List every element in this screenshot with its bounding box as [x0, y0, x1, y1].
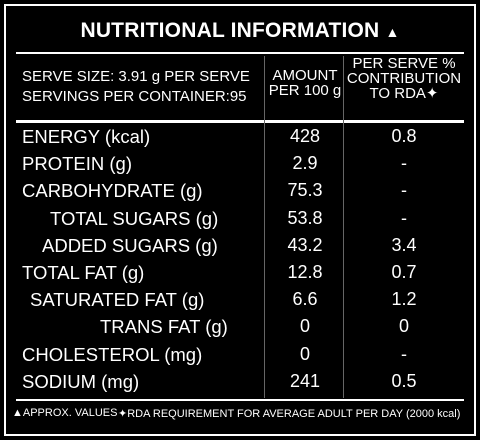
amount-per-100g: 241 [289, 370, 321, 391]
nutrient-name: CARBOHYDRATE (g) [22, 180, 203, 202]
amount-per-100g: 428 [289, 126, 321, 146]
amount-per-100g: 53.8 [287, 207, 323, 228]
column-header: AMOUNT [272, 67, 338, 84]
rule [16, 399, 464, 401]
amount-per-100g: 2.9 [292, 153, 318, 174]
amount-per-100g: 43.2 [287, 234, 323, 255]
amount-per-100g: 12.8 [287, 262, 323, 282]
serve-info: SERVE SIZE: 3.91 g PER SERVE [22, 68, 250, 85]
rule [16, 52, 464, 54]
column-header: TO RDA✦ [369, 85, 439, 102]
rda-contribution: 0.7 [391, 262, 417, 282]
amount-per-100g: 6.6 [292, 289, 318, 310]
nutrient-name: SODIUM (mg) [22, 370, 140, 392]
nutrient-name: CHOLESTEROL (mg) [22, 343, 203, 365]
serve-info: SERVINGS PER CONTAINER:95 [22, 88, 247, 105]
panel-border [4, 4, 476, 436]
column-rule [343, 56, 344, 398]
rda-contribution: - [401, 180, 407, 201]
title-mark: ▲ [385, 24, 400, 40]
column-header: PER 100 g [268, 82, 342, 99]
nutrient-name: TOTAL FAT (g) [22, 262, 145, 283]
rda-contribution: - [401, 153, 407, 174]
footnote: ✦RDA REQUIREMENT FOR AVERAGE ADULT PER D… [118, 408, 461, 420]
footnote: ▲APPROX. VALUES [12, 407, 118, 419]
column-rule [264, 56, 265, 398]
amount-per-100g: 0 [299, 316, 310, 337]
nutrient-name: SATURATED FAT (g) [30, 289, 205, 311]
nutrient-name: PROTEIN (g) [22, 153, 132, 175]
column-header: CONTRIBUTION [346, 70, 462, 87]
panel-title: NUTRITIONAL INFORMATION ▲ [0, 19, 480, 43]
rda-contribution: 0.8 [391, 126, 417, 146]
nutrient-name: ADDED SUGARS (g) [42, 234, 218, 256]
rda-contribution: 3.4 [391, 234, 417, 255]
amount-per-100g: 0 [299, 343, 310, 364]
nutrient-name: TRANS FAT (g) [100, 316, 228, 338]
amount-per-100g: 75.3 [287, 180, 323, 201]
rda-contribution: 0.5 [391, 370, 417, 391]
rda-contribution: 1.2 [391, 289, 417, 310]
rda-contribution: 0 [398, 316, 409, 337]
title-text: NUTRITIONAL INFORMATION [80, 19, 380, 42]
nutrient-name: TOTAL SUGARS (g) [50, 207, 219, 229]
column-header: PER SERVE % [352, 55, 456, 72]
nutrient-name: ENERGY (kcal) [22, 126, 151, 147]
rda-contribution: - [401, 343, 407, 364]
rule [16, 120, 464, 123]
rda-contribution: - [401, 207, 407, 228]
